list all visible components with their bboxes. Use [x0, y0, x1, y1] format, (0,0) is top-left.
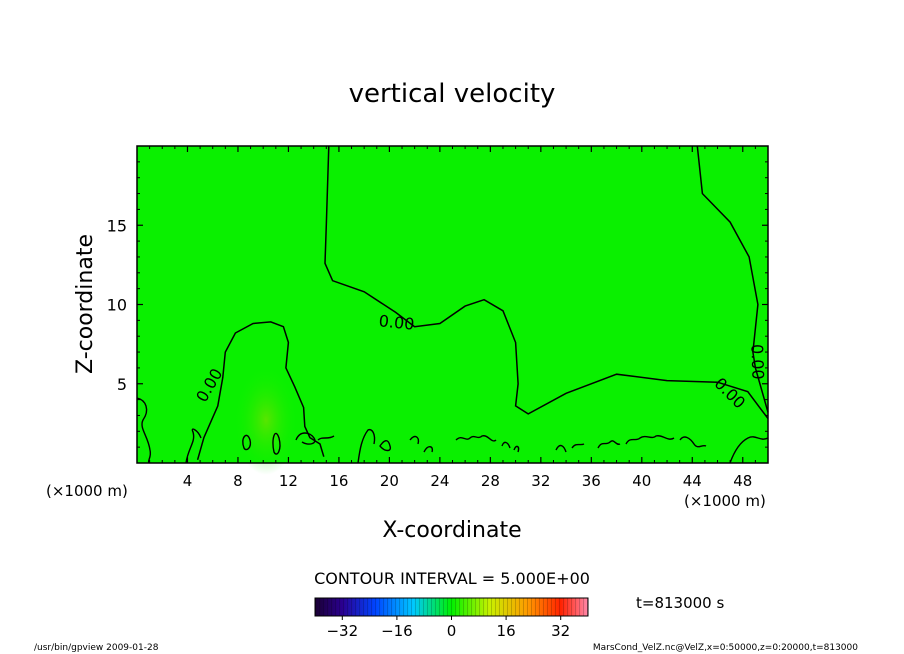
colorbar-ticks: −32 −16 0 16 32 [326, 616, 570, 640]
x-tick-label: 4 [183, 472, 193, 490]
contour-interval: CONTOUR INTERVAL = 5.000E+00 [314, 569, 590, 588]
x-tick-label: 24 [430, 472, 449, 490]
x-axis: 4 8 12 16 20 24 28 32 36 40 44 48 [149, 146, 756, 490]
contour-line [696, 145, 769, 413]
colorbar-frame [314, 597, 589, 617]
x-unit-left: (×1000 m) [46, 482, 128, 500]
x-tick-label: 44 [683, 472, 702, 490]
colorbar-tick-label: −32 [326, 622, 358, 640]
x-tick-label: 48 [733, 472, 752, 490]
colorbar-tick-label: −16 [381, 622, 413, 640]
x-axis-label: X-coordinate [382, 518, 521, 543]
x-tick-label: 32 [531, 472, 550, 490]
time-label: t=813000 s [636, 594, 724, 612]
y-axis-label: Z-coordinate [73, 234, 98, 374]
x-tick-label: 16 [329, 472, 348, 490]
footer-right: MarsCond_VelZ.nc@VelZ,x=0:50000,z=0:2000… [593, 643, 858, 653]
x-tick-label: 20 [380, 472, 399, 490]
colorbar-tick-label: 16 [497, 622, 516, 640]
x-tick-label: 40 [632, 472, 651, 490]
contour-line [196, 321, 325, 461]
x-tick-label: 12 [279, 472, 298, 490]
contour-label: 0.00 [378, 311, 415, 334]
y-tick-label: 15 [107, 216, 127, 235]
surface-contour-fragments [136, 397, 769, 464]
plot-area [137, 146, 768, 463]
chart-title: vertical velocity [349, 79, 556, 109]
colorbar-tick-label: 32 [551, 622, 570, 640]
y-tick-label: 5 [117, 375, 127, 394]
y-axis: 5 10 15 [107, 161, 768, 448]
x-tick-label: 36 [582, 472, 601, 490]
x-unit-right: (×1000 m) [684, 492, 766, 510]
contour-lines [196, 145, 769, 461]
footer-left: /usr/bin/gpview 2009-01-28 [34, 643, 159, 653]
contour-label: 0.00 [747, 344, 767, 380]
colorbar-tick-label: 0 [447, 622, 457, 640]
y-tick-label: 10 [107, 296, 127, 315]
x-tick-label: 8 [233, 472, 243, 490]
x-tick-label: 28 [481, 472, 500, 490]
contour-line [324, 145, 769, 420]
